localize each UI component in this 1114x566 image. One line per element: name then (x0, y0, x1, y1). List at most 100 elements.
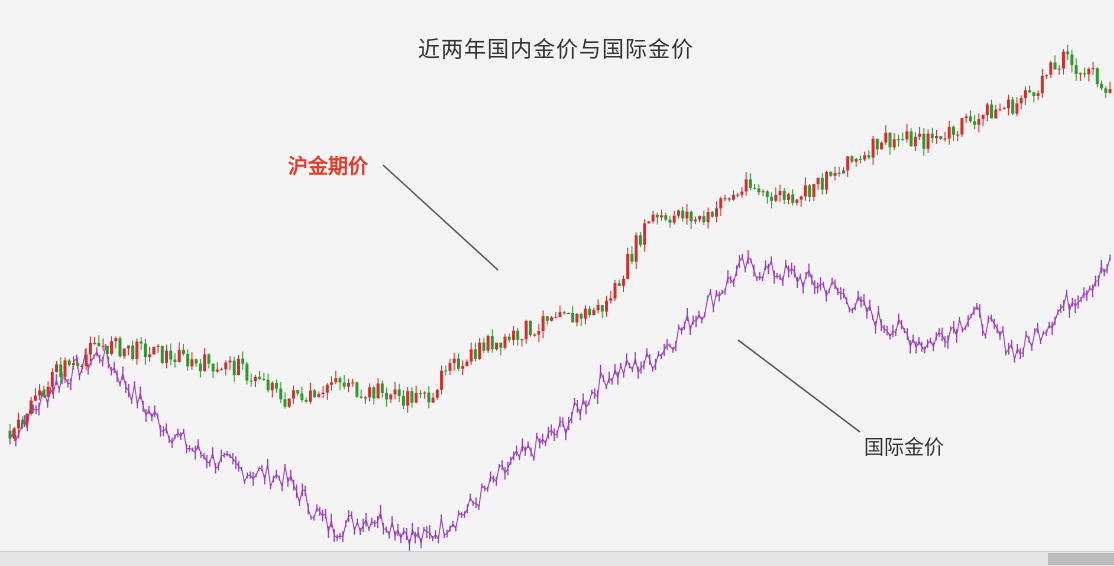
axis-end-tag (1048, 553, 1114, 565)
shfe-candle-body (38, 390, 42, 396)
shfe-candle-body (880, 142, 884, 150)
shfe-candle-body (418, 393, 422, 395)
shfe-candle-body (126, 345, 130, 349)
shfe-candle-body (731, 194, 735, 200)
shfe-candle-body (376, 383, 380, 399)
shfe-candle-body (1100, 83, 1104, 89)
shfe-candle-body (114, 338, 118, 342)
shfe-candle-body (698, 216, 702, 220)
shfe-candle-body (359, 396, 363, 398)
shfe-candle-body (160, 345, 164, 363)
shfe-candle-body (516, 330, 520, 340)
shfe-candle-body (338, 378, 342, 383)
shfe-candle-body (829, 172, 833, 176)
shfe-candle-body (1074, 65, 1078, 75)
shfe-candle-body (490, 336, 494, 350)
shfe-candle-body (1045, 74, 1049, 76)
shfe-candle-body (977, 119, 981, 125)
shfe-candle-body (308, 390, 312, 402)
shfe-candle-body (50, 372, 54, 387)
shfe-candle-body (643, 223, 647, 245)
shfe-candle-body (236, 358, 240, 376)
shfe-candle-body (770, 196, 774, 201)
shfe-candle-body (863, 155, 867, 160)
shfe-candle-body (135, 341, 139, 359)
shfe-candle-body (1011, 99, 1015, 114)
shfe-candle-body (169, 350, 173, 360)
shfe-candle-body (1028, 90, 1032, 93)
shfe-candle-body (651, 214, 655, 222)
shfe-candle-body (1095, 68, 1099, 84)
shfe-candle-body (545, 316, 549, 321)
shfe-candle-body (131, 345, 135, 359)
shfe-candle-body (67, 360, 71, 365)
shfe-candle-body (1091, 68, 1095, 70)
shfe-candle-body (215, 369, 219, 372)
shfe-candle-body (858, 158, 862, 160)
shfe-candle-body (795, 199, 799, 203)
shfe-candle-body (930, 133, 934, 139)
shfe-candle-body (960, 118, 964, 135)
shfe-candle-body (110, 341, 114, 355)
shfe-candle-body (452, 358, 456, 364)
shfe-candle-body (664, 215, 668, 220)
shfe-candle-body (820, 177, 824, 190)
shfe-candle-body (617, 283, 621, 286)
time-axis (0, 551, 1114, 566)
shfe-candle-body (232, 360, 236, 376)
shfe-candle-body (486, 336, 490, 351)
shfe-candle-body (469, 349, 473, 362)
shfe-candle-body (973, 121, 977, 125)
shfe-candle-body (816, 177, 820, 185)
shfe-candle-body (875, 138, 879, 150)
shfe-candle-body (968, 116, 972, 122)
shfe-candle-body (148, 354, 152, 358)
shfe-candle-body (84, 354, 88, 366)
shfe-candle-body (29, 400, 33, 415)
shfe-candle-body (156, 345, 160, 347)
shfe-candle-body (1057, 68, 1061, 70)
shfe-candle-body (588, 308, 592, 316)
shfe-candle-body (1087, 68, 1091, 75)
shfe-candle-body (385, 393, 389, 400)
shfe-candle-body (621, 278, 625, 286)
shfe-candle-body (93, 343, 97, 345)
shfe-candle-body (846, 156, 850, 171)
shfe-candle-body (558, 312, 562, 318)
shfe-candle-body (351, 382, 355, 384)
shfe-candle-body (951, 126, 955, 135)
shfe-candle-body (266, 379, 270, 391)
shfe-candle-body (812, 184, 816, 197)
shfe-candle-body (892, 139, 896, 148)
shfe-candle-body (300, 393, 304, 400)
shfe-candle-body (368, 387, 372, 398)
shfe-candle-body (918, 133, 922, 137)
shfe-candle-body (681, 210, 685, 219)
shfe-candle-body (655, 214, 659, 218)
shfe-candle-body (143, 343, 147, 358)
shfe-candle-body (482, 342, 486, 351)
shfe-candle-body (71, 363, 75, 365)
shfe-candle-body (346, 382, 350, 387)
shfe-candle-body (685, 211, 689, 219)
shfe-candle-body (478, 342, 482, 359)
shfe-candle-body (566, 313, 570, 315)
shfe-candle-body (444, 370, 448, 372)
shfe-candle-body (423, 392, 427, 394)
shfe-candle-body (550, 317, 554, 321)
shfe-candle-body (245, 363, 249, 381)
shfe-candle-body (194, 359, 198, 364)
shfe-candle-body (867, 155, 871, 158)
shfe-candle-body (342, 382, 346, 387)
shfe-candle-body (313, 390, 317, 398)
shfe-candle-body (994, 109, 998, 119)
shfe-candle-body (427, 392, 431, 403)
shfe-candle-body (42, 390, 46, 397)
shfe-candle-body (46, 386, 50, 397)
shfe-candle-body (778, 190, 782, 196)
shfe-candle-body (592, 310, 596, 316)
shfe-candle-body (389, 394, 393, 400)
shfe-series-label: 沪金期价 (288, 156, 368, 178)
shfe-candle-body (101, 345, 105, 347)
